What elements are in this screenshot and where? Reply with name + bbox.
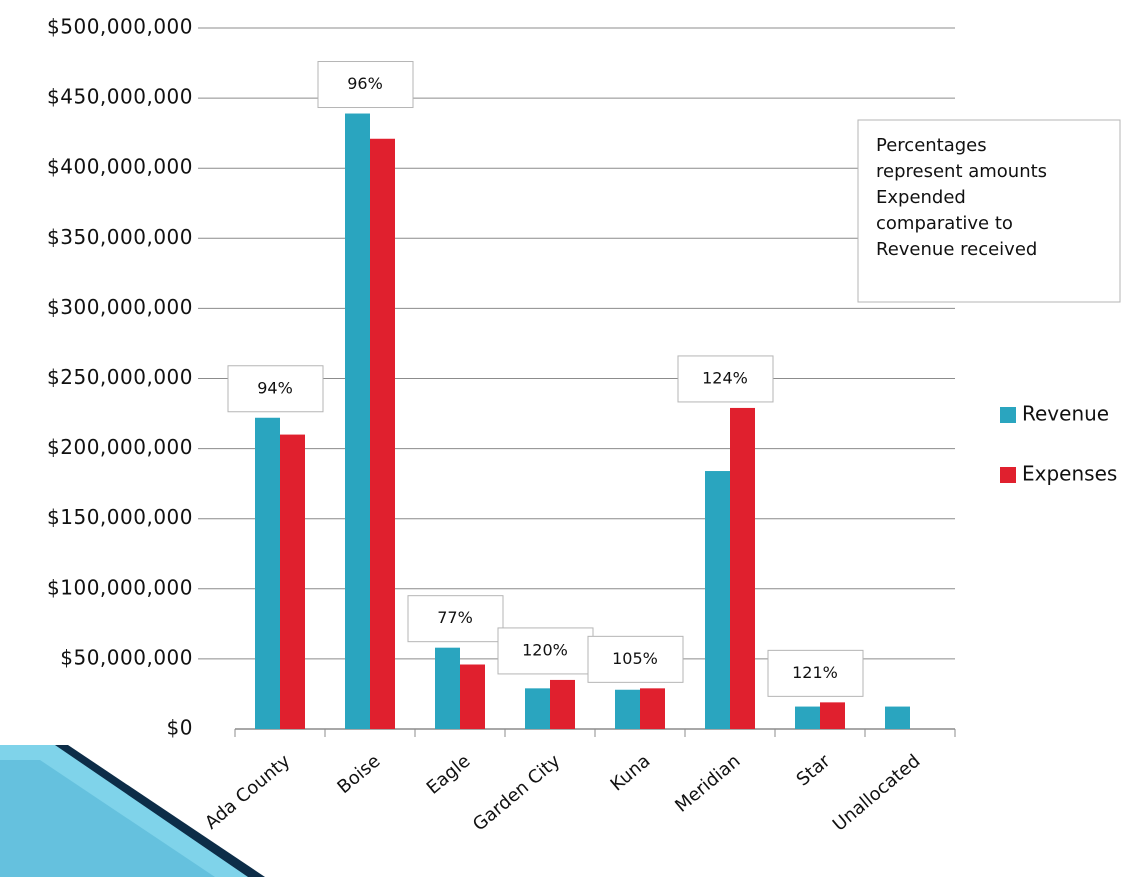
legend-swatch — [1000, 407, 1016, 423]
annotation-box — [587, 635, 684, 683]
bar — [345, 113, 370, 730]
y-tick-label: $150,000,000 — [47, 505, 193, 529]
annotation: 77% — [437, 608, 473, 627]
annotation-box — [407, 595, 504, 643]
annotation: 121% — [792, 663, 838, 682]
note-line: Revenue received — [876, 239, 1037, 260]
y-tick-label: $250,000,000 — [47, 365, 193, 389]
bar — [525, 688, 550, 729]
legend-label: Revenue — [1022, 402, 1109, 426]
note-line: represent amounts — [876, 161, 1047, 182]
y-tick-label: $300,000,000 — [47, 295, 193, 319]
annotation: 124% — [702, 368, 748, 387]
bar — [435, 647, 460, 729]
annotation: 120% — [522, 640, 568, 659]
annotation: 96% — [347, 74, 383, 93]
bar — [730, 407, 755, 729]
x-tick-label: Ada County — [201, 750, 295, 833]
legend-label: Expenses — [1022, 462, 1117, 486]
annotation-box — [677, 355, 774, 403]
bar — [550, 679, 575, 729]
annotation-box — [317, 61, 414, 109]
annotation: 94% — [257, 378, 293, 397]
bar — [615, 689, 640, 729]
bar — [460, 664, 485, 729]
x-tick-label: Eagle — [423, 751, 475, 799]
x-tick-label: Garden City — [469, 750, 565, 835]
x-tick-label: Kuna — [607, 751, 655, 796]
annotation: 105% — [612, 649, 658, 668]
note-box — [857, 119, 1121, 303]
y-tick-label: $0 — [167, 716, 193, 740]
legend-swatch — [1000, 467, 1016, 483]
annotation-box — [767, 649, 864, 697]
y-tick-label: $400,000,000 — [47, 155, 193, 179]
y-tick-label: $200,000,000 — [47, 435, 193, 459]
y-tick-label: $450,000,000 — [47, 85, 193, 109]
bar — [820, 702, 845, 729]
y-tick-label: $50,000,000 — [60, 645, 193, 669]
x-tick-label: Boise — [334, 751, 385, 798]
bar — [705, 471, 730, 729]
x-tick-label: Unallocated — [829, 751, 925, 836]
y-tick-label: $350,000,000 — [47, 225, 193, 249]
bar — [640, 688, 665, 729]
decoration — [0, 745, 265, 877]
y-tick-label: $500,000,000 — [47, 15, 193, 39]
bar — [795, 706, 820, 729]
note-line: Percentages — [876, 135, 987, 156]
x-tick-label: Meridian — [671, 751, 744, 817]
bar — [280, 434, 305, 729]
note-line: comparative to — [876, 213, 1013, 234]
bar — [885, 706, 910, 729]
y-tick-label: $100,000,000 — [47, 575, 193, 599]
x-tick-label: Star — [793, 750, 835, 790]
annotation-box — [227, 365, 324, 413]
bar — [255, 417, 280, 729]
annotation-box — [497, 627, 594, 675]
bar — [370, 138, 395, 729]
note-line: Expended — [876, 187, 966, 208]
